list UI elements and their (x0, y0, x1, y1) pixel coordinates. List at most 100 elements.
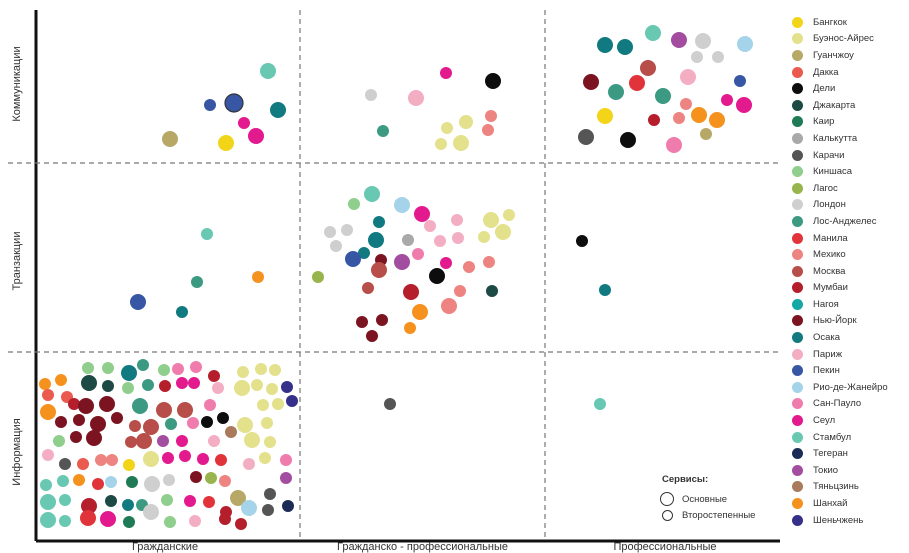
legend-swatch (792, 398, 803, 410)
bubble-point (164, 516, 176, 528)
bubble-point (259, 452, 271, 464)
bubble-point (204, 399, 216, 411)
bubble-point (412, 304, 428, 320)
bubble-point (187, 417, 199, 429)
legend-item: Дели (792, 80, 907, 97)
legend-swatch (792, 232, 803, 244)
services-legend-primary: Основные (660, 491, 755, 507)
bubble-point (373, 216, 385, 228)
bubble-point (237, 366, 249, 378)
bubble-point (345, 251, 361, 267)
bubble-point (485, 110, 497, 122)
bubble-point (281, 381, 293, 393)
bubble-point (645, 25, 661, 41)
legend-item: Сеул (792, 412, 907, 429)
bubble-point (203, 496, 215, 508)
bubble-point (330, 240, 342, 252)
bubble-point (286, 395, 298, 407)
bubble-point (219, 475, 231, 487)
legend-label: Рио-де-Жанейро (813, 381, 888, 393)
bubble-point (691, 107, 707, 123)
legend-item: Бангкок (792, 14, 907, 31)
bubble-point (366, 330, 378, 342)
bubble-point (143, 451, 159, 467)
bubble-point (81, 375, 97, 391)
bubble-point (260, 63, 276, 79)
bubble-point (712, 51, 724, 63)
bubble-point (172, 363, 184, 375)
bubble-point (312, 271, 324, 283)
bubble-point (129, 420, 141, 432)
bubble-point (362, 282, 374, 294)
bubble-point (143, 504, 159, 520)
legend-swatch (792, 66, 803, 78)
bubble-point (620, 132, 636, 148)
legend-swatch (792, 215, 803, 227)
legend-label: Пекин (813, 365, 840, 377)
bubble-point (218, 135, 234, 151)
legend-swatch (792, 132, 803, 144)
legend-swatch (792, 265, 803, 277)
legend-item: Шеньчжень (792, 512, 907, 529)
bubble-point (503, 209, 515, 221)
legend-label: Дели (813, 83, 836, 95)
bubble-point (188, 377, 200, 389)
bubble-point (92, 478, 104, 490)
bubble-point (40, 404, 56, 420)
bubble-point (255, 363, 267, 375)
bubble-point (176, 377, 188, 389)
bubble-point (191, 276, 203, 288)
bubble-point (341, 224, 353, 236)
legend-item: Токио (792, 462, 907, 479)
bubble-point (578, 129, 594, 145)
legend-swatch (792, 315, 803, 327)
legend-label: Париж (813, 348, 843, 360)
bubble-point (126, 476, 138, 488)
legend-swatch (792, 348, 803, 360)
bubble-point (237, 417, 253, 433)
legend-swatch (792, 481, 803, 493)
bubble-point (59, 515, 71, 527)
legend-label: Сеул (813, 415, 836, 427)
bubble-point (106, 454, 118, 466)
bubble-point (408, 90, 424, 106)
y-label-0: Информация (11, 418, 23, 486)
bubble-point (485, 73, 501, 89)
bubble-point (691, 51, 703, 63)
bubble-point (137, 359, 149, 371)
bubble-point (463, 261, 475, 273)
bubble-point (42, 449, 54, 461)
legend-swatch (792, 116, 803, 128)
legend-label: Лондон (813, 199, 846, 211)
legend-item: Каир (792, 114, 907, 131)
bubble-point (454, 285, 466, 297)
services-legend-secondary-label: Второстепенные (682, 509, 756, 521)
bubble-point (77, 458, 89, 470)
bubble-point (123, 516, 135, 528)
bubble-point (55, 374, 67, 386)
bubble-point (262, 504, 274, 516)
legend-swatch (792, 199, 803, 211)
bubble-point (453, 135, 469, 151)
bubble-point (241, 500, 257, 516)
services-legend-secondary: Второстепенные (660, 507, 755, 523)
legend-swatch (792, 49, 803, 61)
bubble-point (671, 32, 687, 48)
bubble-point (441, 298, 457, 314)
bubble-point (280, 472, 292, 484)
secondary-service-marker (662, 509, 673, 521)
bubble-point (734, 75, 746, 87)
legend-item: Пекин (792, 362, 907, 379)
legend-item: Тяньцзинь (792, 479, 907, 496)
bubble-point (243, 458, 255, 470)
x-label-0: Гражданские (131, 541, 199, 553)
bubble-point (197, 453, 209, 465)
legend-label: Буэнос-Айрес (813, 33, 874, 45)
bubble-point (403, 284, 419, 300)
bubble-point (176, 435, 188, 447)
bubble-point (102, 380, 114, 392)
bubble-point (53, 435, 65, 447)
bubble-point (205, 472, 217, 484)
bubble-point (629, 75, 645, 91)
bubble-point (424, 220, 436, 232)
